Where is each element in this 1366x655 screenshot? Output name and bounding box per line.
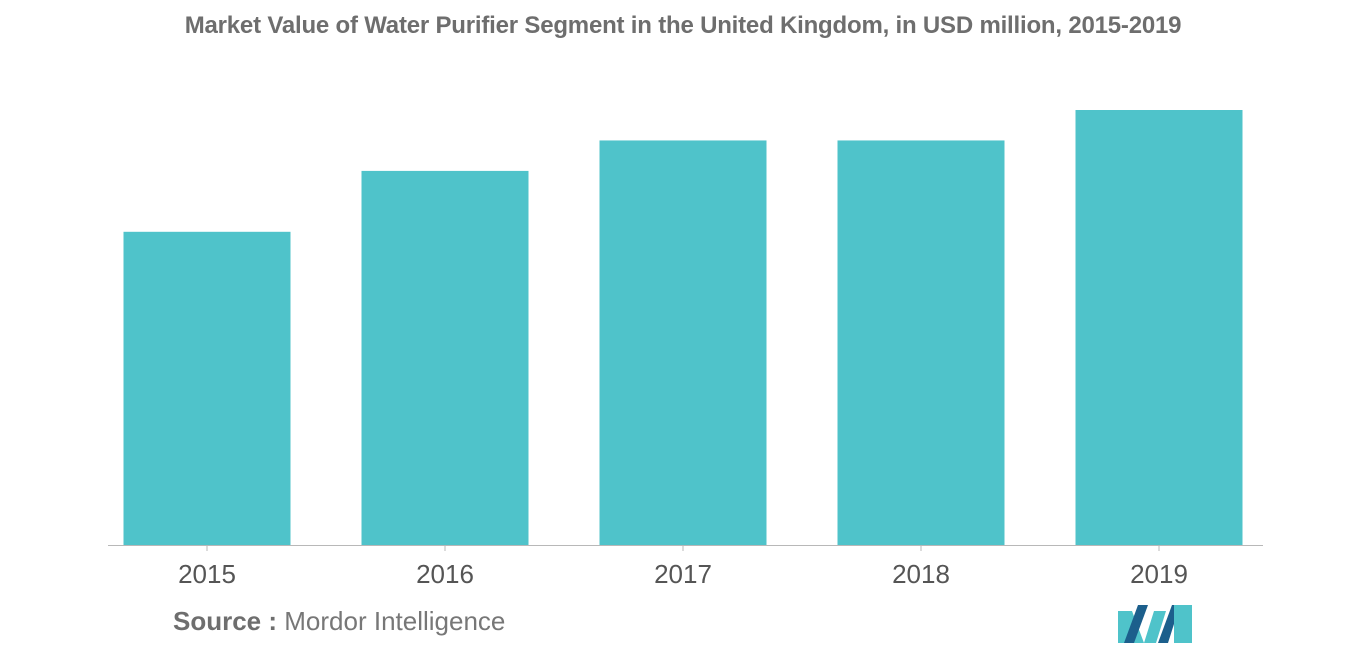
x-tick-label-2016: 2016 xyxy=(416,559,474,589)
x-axis-ticks: 2015 2016 2017 2018 2019 xyxy=(178,545,1188,589)
x-tick-label-2019: 2019 xyxy=(1130,559,1188,589)
x-tick-label-2017: 2017 xyxy=(654,559,712,589)
bar-2017 xyxy=(599,140,767,545)
bar-2018 xyxy=(837,140,1005,545)
x-tick-label-2015: 2015 xyxy=(178,559,236,589)
source-text: Mordor Intelligence xyxy=(284,606,506,636)
bar-2019 xyxy=(1075,110,1243,545)
x-tick-label-2018: 2018 xyxy=(892,559,950,589)
bar-2015 xyxy=(123,231,291,546)
bar-chart: 2015 2016 2017 2018 2019 xyxy=(108,110,1263,589)
mordor-intelligence-logo-icon xyxy=(1118,605,1192,643)
chart-title: Market Value of Water Purifier Segment i… xyxy=(184,12,1182,39)
source-note: Source : Mordor Intelligence xyxy=(173,606,505,637)
bar-2016 xyxy=(361,170,529,545)
bars-group xyxy=(123,110,1243,546)
source-label: Source : xyxy=(173,606,278,636)
